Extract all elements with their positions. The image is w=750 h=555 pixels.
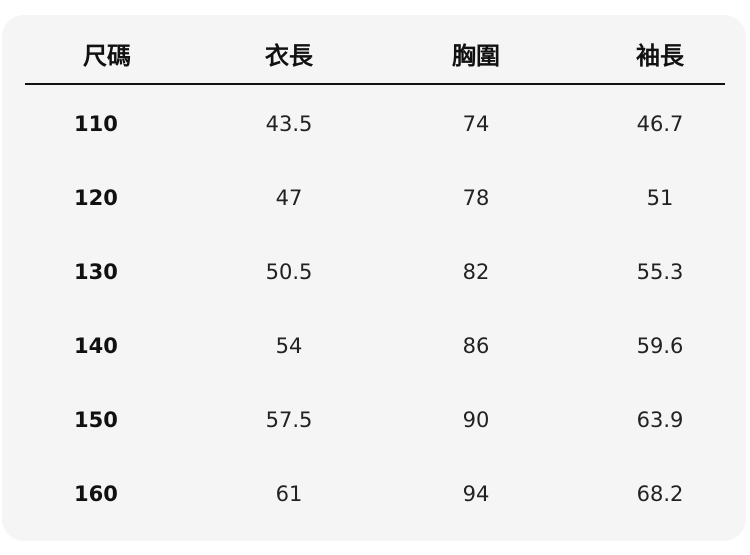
table-cell: 46.7 bbox=[636, 112, 684, 136]
table-cell: 74 bbox=[462, 112, 490, 136]
table-cell: 61 bbox=[275, 482, 303, 506]
table-cell: 90 bbox=[462, 408, 490, 432]
table-cell: 86 bbox=[462, 334, 490, 358]
column-header: 尺碼 bbox=[83, 42, 131, 70]
size-label: 160 bbox=[74, 482, 118, 506]
header-divider bbox=[25, 83, 725, 85]
table-cell: 54 bbox=[275, 334, 303, 358]
size-label: 110 bbox=[74, 112, 118, 136]
table-cell: 57.5 bbox=[265, 408, 313, 432]
table-cell: 43.5 bbox=[265, 112, 313, 136]
table-cell: 82 bbox=[462, 260, 490, 284]
column-header: 袖長 bbox=[636, 42, 684, 70]
column-header: 衣長 bbox=[265, 42, 313, 70]
table-cell: 50.5 bbox=[265, 260, 313, 284]
table-cell: 51 bbox=[646, 186, 674, 210]
table-cell: 55.3 bbox=[636, 260, 684, 284]
table-cell: 63.9 bbox=[636, 408, 684, 432]
table-cell: 47 bbox=[275, 186, 303, 210]
table-cell: 59.6 bbox=[636, 334, 684, 358]
size-label: 120 bbox=[74, 186, 118, 210]
table-cell: 68.2 bbox=[636, 482, 684, 506]
table-cell: 94 bbox=[462, 482, 490, 506]
size-label: 150 bbox=[74, 408, 118, 432]
size-label: 130 bbox=[74, 260, 118, 284]
size-chart-card bbox=[2, 15, 746, 541]
column-header: 胸圍 bbox=[452, 42, 500, 70]
size-label: 140 bbox=[74, 334, 118, 358]
table-cell: 78 bbox=[462, 186, 490, 210]
